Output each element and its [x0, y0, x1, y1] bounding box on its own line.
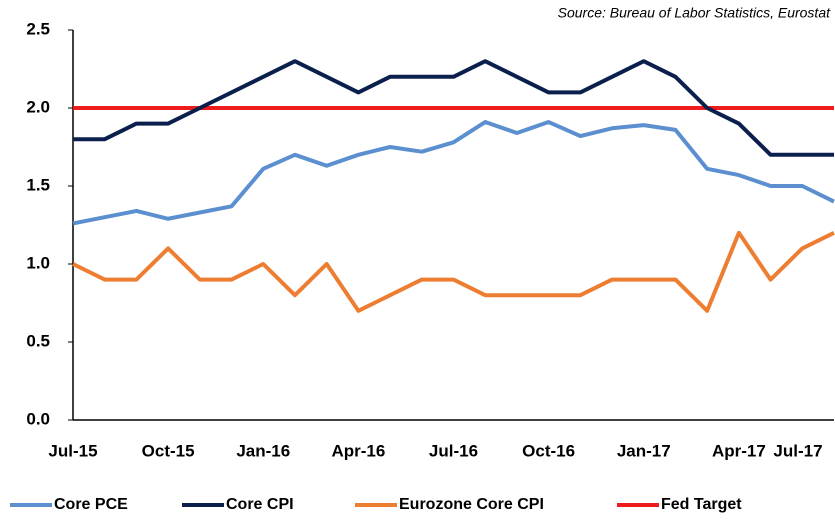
y-tick-label: 2.5: [26, 19, 50, 38]
x-tick-label: Jul-17: [773, 441, 822, 460]
y-tick-label: 0.5: [26, 331, 50, 350]
x-tick-label: Apr-16: [331, 441, 385, 460]
y-tick-label: 2.0: [26, 97, 50, 116]
x-tick-label: Jul-16: [429, 441, 478, 460]
x-tick-label: Jan-16: [236, 441, 290, 460]
y-tick-label: 0.0: [26, 409, 50, 428]
series-line: [73, 59, 834, 157]
series-line: [72, 230, 835, 313]
legend-label: Core CPI: [226, 496, 294, 513]
legend-label: Eurozone Core CPI: [399, 496, 544, 513]
x-tick-label: Oct-16: [522, 441, 575, 460]
x-tick-label: Jan-17: [617, 441, 671, 460]
legend-label: Core PCE: [54, 496, 128, 513]
legend-label: Fed Target: [661, 496, 742, 513]
x-tick-label: Oct-15: [142, 441, 195, 460]
source-note: Source: Bureau of Labor Statistics, Euro…: [558, 5, 831, 21]
x-tick-label: Apr-17: [712, 441, 766, 460]
y-tick-label: 1.5: [26, 175, 50, 194]
y-tick-label: 1.0: [26, 253, 50, 272]
x-tick-label: Jul-15: [48, 441, 97, 460]
series-line: [72, 120, 835, 226]
